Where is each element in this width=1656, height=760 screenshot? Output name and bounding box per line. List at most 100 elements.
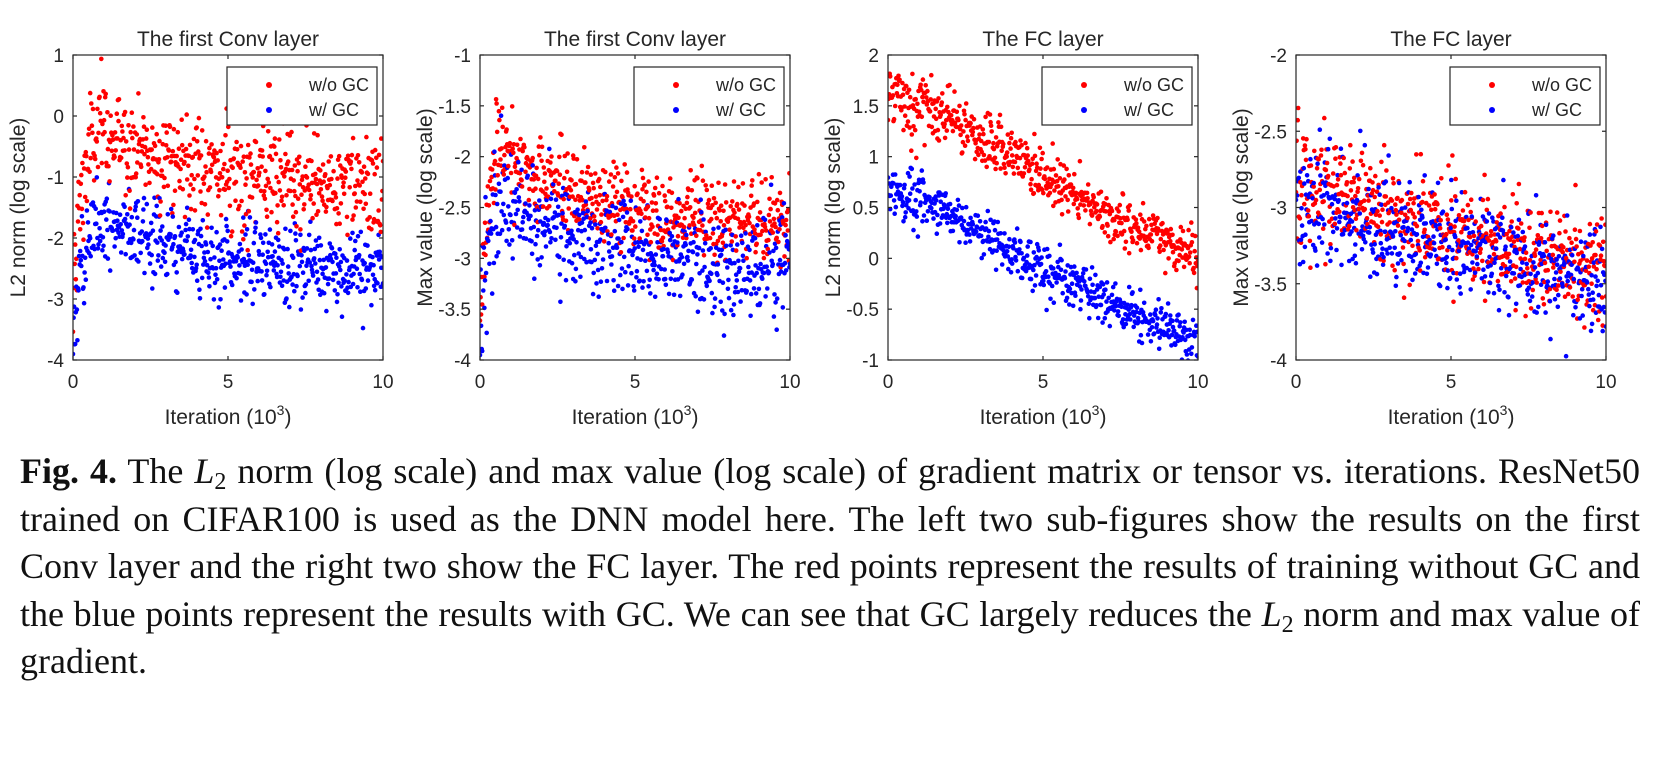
point-without-gc	[927, 109, 933, 114]
point-with-gc	[1378, 240, 1384, 246]
point-with-gc	[519, 167, 524, 173]
point-with-gc	[593, 222, 598, 227]
point-with-gc	[1588, 328, 1594, 334]
point-with-gc	[159, 238, 164, 243]
point-with-gc	[1357, 211, 1363, 216]
point-without-gc	[217, 187, 222, 193]
point-without-gc	[948, 113, 954, 118]
point-with-gc	[264, 268, 270, 274]
point-without-gc	[298, 227, 303, 232]
point-with-gc	[348, 236, 353, 241]
point-without-gc	[237, 203, 242, 209]
point-without-gc	[1533, 247, 1539, 252]
point-with-gc	[1452, 234, 1458, 240]
point-with-gc	[1018, 239, 1023, 245]
point-with-gc	[748, 291, 754, 297]
point-without-gc	[1485, 196, 1491, 202]
point-without-gc	[123, 193, 128, 198]
point-with-gc	[550, 181, 556, 187]
point-with-gc	[783, 232, 788, 238]
point-without-gc	[1303, 146, 1308, 152]
point-with-gc	[528, 213, 533, 219]
point-without-gc	[220, 141, 225, 147]
point-with-gc	[720, 280, 726, 286]
point-with-gc	[523, 236, 529, 241]
point-with-gc	[306, 278, 312, 284]
point-without-gc	[771, 216, 777, 222]
point-without-gc	[182, 214, 188, 220]
point-with-gc	[1482, 274, 1488, 279]
point-with-gc	[356, 252, 362, 258]
point-without-gc	[577, 217, 582, 222]
point-without-gc	[710, 231, 716, 236]
point-with-gc	[325, 281, 331, 287]
point-without-gc	[914, 155, 919, 161]
point-without-gc	[372, 147, 378, 153]
point-without-gc	[933, 116, 939, 122]
point-without-gc	[679, 208, 684, 214]
point-without-gc	[311, 201, 317, 206]
point-with-gc	[1488, 263, 1493, 268]
x-axis-label: Iteration (103)	[572, 402, 699, 429]
point-without-gc	[649, 200, 655, 205]
point-with-gc	[1602, 310, 1606, 315]
point-without-gc	[1138, 212, 1143, 217]
point-without-gc	[189, 172, 194, 178]
point-with-gc	[198, 226, 203, 232]
point-without-gc	[149, 147, 154, 152]
point-without-gc	[667, 176, 673, 181]
caption-text-2: norm (log scale) and max value (log scal…	[20, 451, 1640, 634]
point-without-gc	[1135, 225, 1141, 230]
point-without-gc	[1097, 214, 1103, 220]
point-without-gc	[86, 126, 92, 132]
y-tick-label: -1.5	[438, 97, 471, 118]
point-with-gc	[542, 232, 547, 238]
point-without-gc	[557, 172, 563, 177]
point-with-gc	[1424, 271, 1430, 277]
point-with-gc	[1074, 270, 1079, 276]
point-with-gc	[75, 338, 80, 343]
point-without-gc	[542, 171, 548, 176]
point-without-gc	[171, 202, 176, 208]
point-with-gc	[542, 229, 548, 234]
point-with-gc	[210, 243, 215, 249]
point-without-gc	[1003, 171, 1008, 176]
point-with-gc	[519, 227, 525, 232]
point-without-gc	[1134, 221, 1139, 226]
point-with-gc	[547, 146, 552, 152]
point-without-gc	[1598, 253, 1604, 258]
point-with-gc	[1402, 238, 1407, 244]
point-with-gc	[1041, 282, 1047, 288]
point-with-gc	[1156, 297, 1161, 302]
point-with-gc	[1051, 266, 1056, 271]
point-without-gc	[1392, 267, 1397, 273]
point-with-gc	[1338, 146, 1344, 151]
point-with-gc	[1324, 190, 1330, 196]
point-without-gc	[355, 178, 360, 183]
point-with-gc	[120, 231, 126, 237]
point-without-gc	[1471, 233, 1477, 239]
point-without-gc	[1344, 180, 1350, 185]
legend-box	[1449, 66, 1601, 126]
point-without-gc	[81, 237, 86, 242]
point-with-gc	[93, 206, 98, 212]
point-with-gc	[613, 205, 619, 211]
point-with-gc	[284, 296, 289, 301]
point-with-gc	[676, 196, 681, 202]
point-without-gc	[377, 223, 383, 228]
point-with-gc	[1437, 283, 1443, 289]
point-without-gc	[1379, 219, 1385, 225]
point-without-gc	[604, 193, 610, 199]
point-without-gc	[358, 199, 363, 205]
point-with-gc	[704, 283, 710, 289]
point-without-gc	[493, 187, 498, 192]
point-without-gc	[124, 161, 130, 166]
point-with-gc	[702, 240, 708, 246]
point-with-gc	[1443, 237, 1448, 242]
point-with-gc	[288, 228, 293, 234]
point-with-gc	[258, 232, 263, 237]
point-without-gc	[265, 129, 271, 134]
point-without-gc	[1174, 267, 1179, 273]
point-with-gc	[695, 252, 700, 257]
point-with-gc	[362, 260, 368, 266]
